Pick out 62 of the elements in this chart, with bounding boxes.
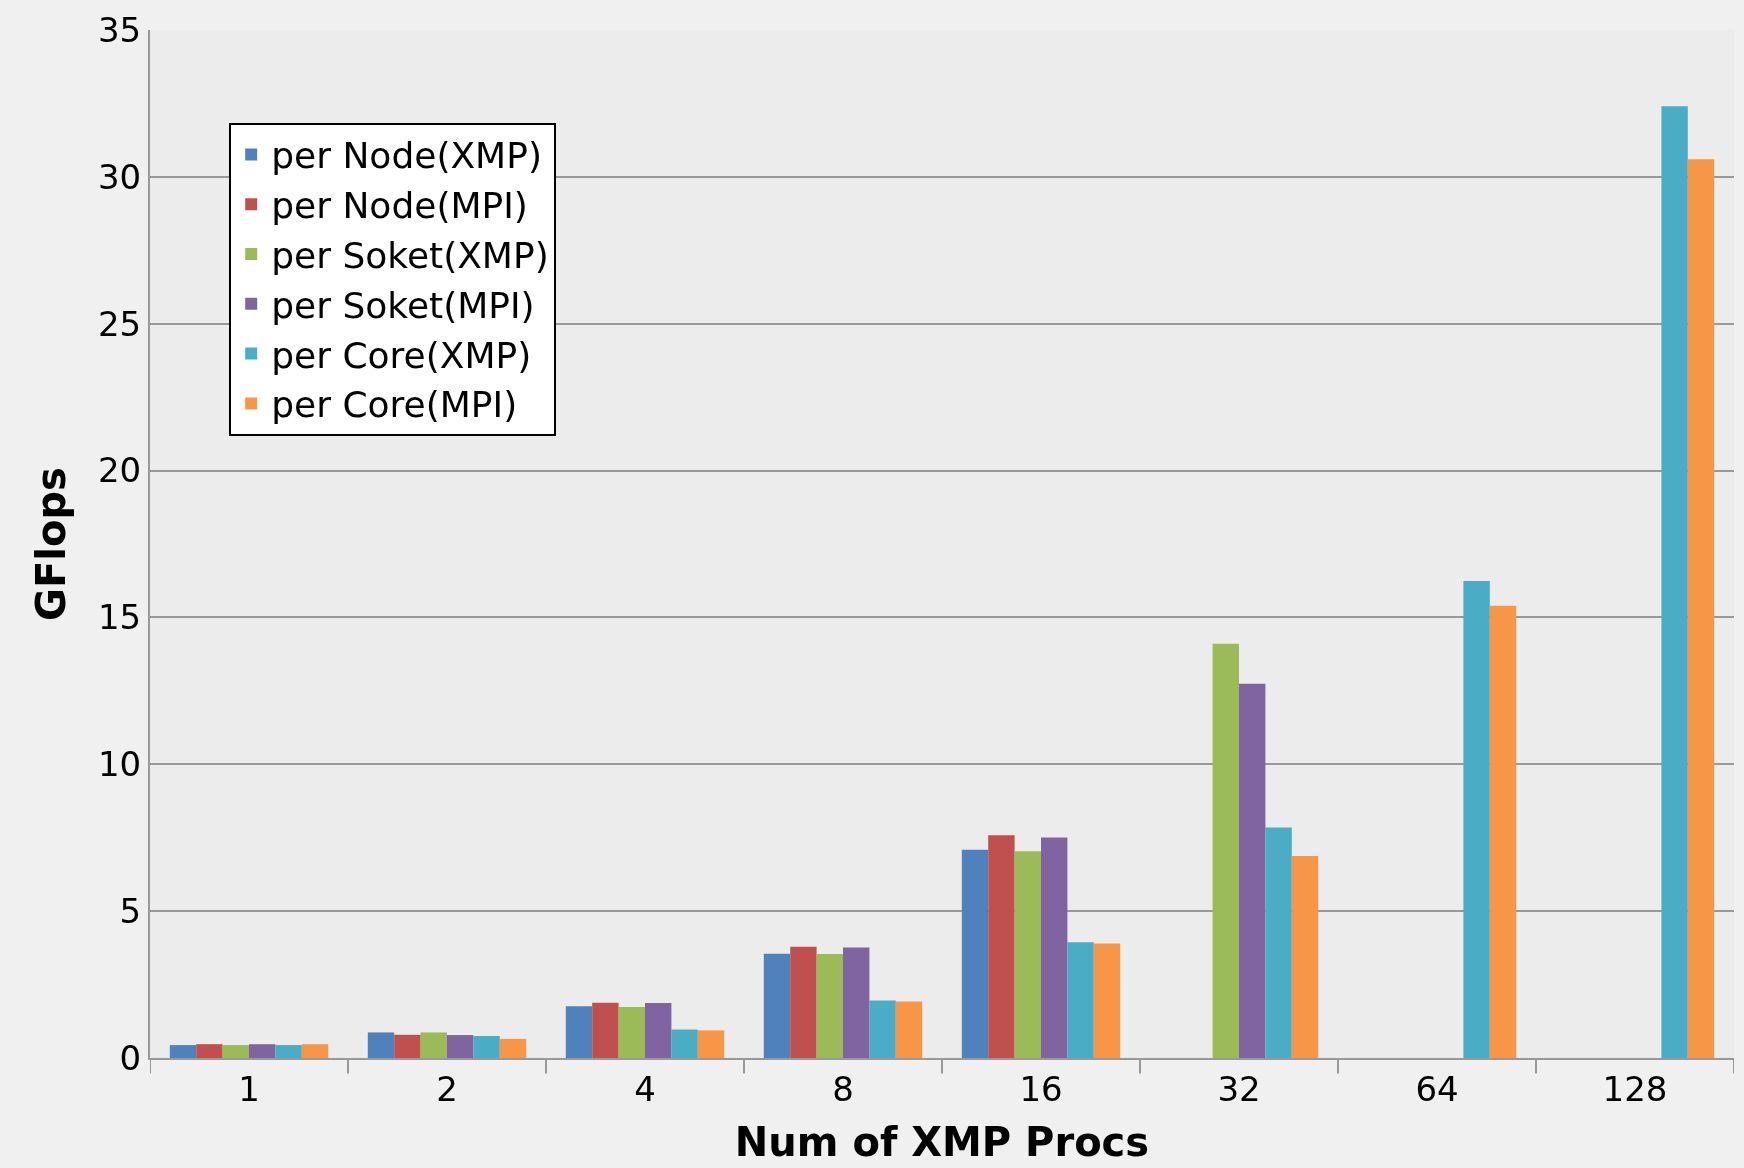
bar	[1265, 827, 1292, 1058]
bar	[1067, 942, 1094, 1058]
legend-label: per Node(XMP)	[271, 135, 542, 177]
bar	[420, 1032, 447, 1058]
bar	[222, 1045, 249, 1058]
x-axis-title: Num of XMP Procs	[734, 1118, 1150, 1165]
x-tick-label: 1	[238, 1068, 260, 1109]
x-tick-label: 64	[1415, 1068, 1459, 1109]
bar	[473, 1035, 500, 1058]
legend-label: per Soket(XMP)	[271, 235, 549, 277]
bar	[565, 1006, 593, 1058]
bar	[394, 1034, 421, 1058]
y-tick-label: 15	[97, 597, 142, 638]
legend-label: per Soket(MPI)	[271, 284, 535, 326]
y-axis-title: GFlops	[27, 467, 74, 621]
bar	[1239, 683, 1266, 1058]
bar	[869, 1000, 896, 1058]
y-tick-label: 10	[97, 744, 142, 785]
bar	[618, 1006, 645, 1058]
bar	[961, 849, 989, 1058]
bar	[499, 1038, 527, 1058]
y-tick-label: 0	[119, 1037, 142, 1078]
bar	[843, 947, 870, 1058]
bar	[1014, 851, 1041, 1058]
legend-label: per Core(MPI)	[271, 384, 518, 426]
legend-label: per Node(MPI)	[271, 185, 528, 227]
y-tick-label: 35	[97, 9, 142, 50]
bar	[895, 1001, 923, 1058]
bar	[671, 1029, 698, 1058]
bar	[988, 835, 1015, 1058]
bar	[763, 953, 791, 1058]
bar	[1489, 605, 1517, 1058]
bar	[1041, 837, 1068, 1058]
bar	[1687, 159, 1715, 1058]
x-tick-label: 2	[436, 1068, 458, 1109]
bar	[301, 1044, 329, 1058]
bar	[1291, 855, 1319, 1058]
y-tick-label: 25	[97, 303, 142, 344]
bar	[367, 1032, 395, 1058]
bar	[645, 1003, 672, 1058]
bar	[196, 1044, 223, 1058]
y-tick-label: 30	[97, 156, 142, 197]
bar	[249, 1044, 276, 1058]
x-tick-label: 128	[1602, 1068, 1668, 1109]
bar	[169, 1045, 197, 1058]
bar	[697, 1030, 725, 1058]
x-tick-label: 8	[832, 1068, 854, 1109]
y-tick-label: 5	[119, 891, 142, 932]
bar	[1661, 106, 1688, 1058]
bar	[447, 1035, 474, 1058]
bar	[816, 954, 843, 1058]
bar	[592, 1002, 619, 1058]
legend-label: per Core(XMP)	[271, 334, 532, 376]
bar	[1463, 581, 1490, 1058]
x-tick-label: 32	[1217, 1068, 1261, 1109]
bar	[1093, 943, 1121, 1058]
bar	[790, 946, 817, 1058]
bar	[275, 1045, 302, 1058]
x-tick-label: 16	[1019, 1068, 1063, 1109]
x-tick-label: 4	[634, 1068, 656, 1109]
y-tick-label: 20	[97, 450, 142, 491]
bar	[1212, 643, 1239, 1058]
